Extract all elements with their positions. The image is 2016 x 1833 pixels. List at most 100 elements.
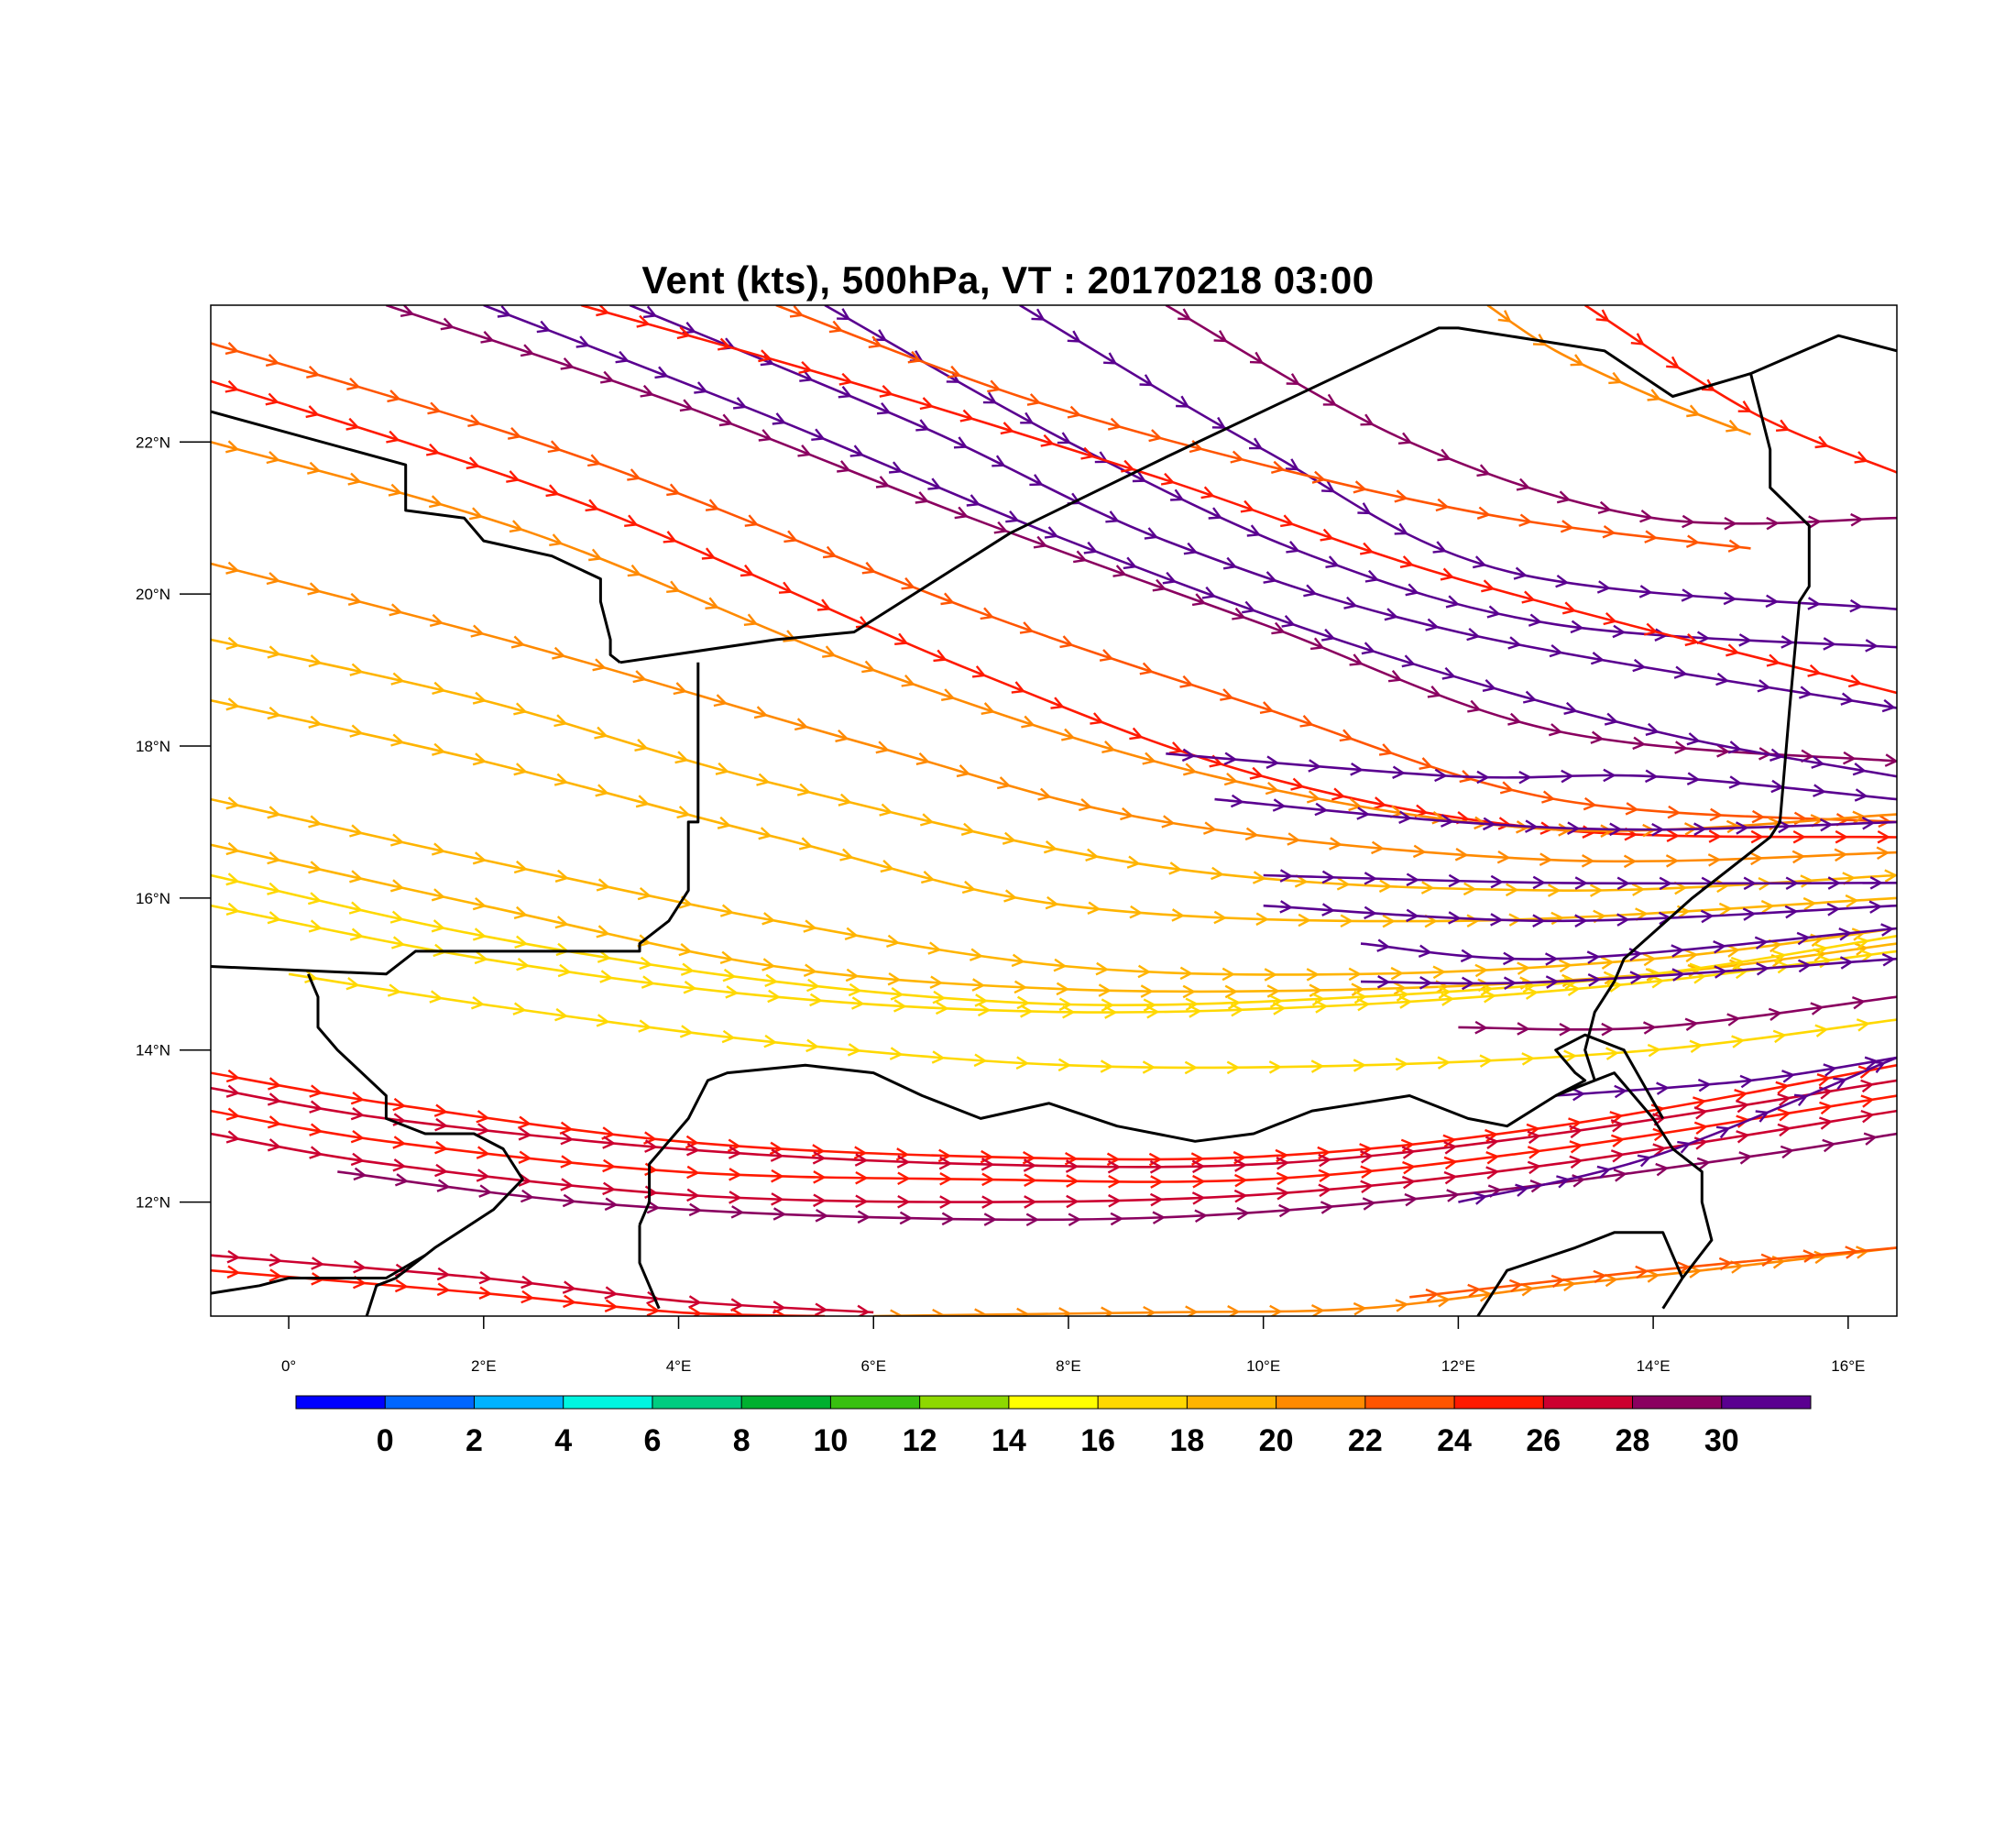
wind-arrowhead xyxy=(1405,583,1419,597)
wind-arrowhead xyxy=(1398,810,1412,824)
wind-arrowhead xyxy=(1856,936,1870,949)
wind-arrowhead xyxy=(554,1007,569,1022)
wind-arrowhead xyxy=(1105,510,1120,523)
wind-arrowhead xyxy=(1053,958,1068,972)
wind-arrowhead xyxy=(1098,983,1112,997)
wind-arrowhead xyxy=(1188,1004,1202,1018)
wind-arrowhead xyxy=(349,663,364,676)
wind-arrowhead xyxy=(1865,639,1879,653)
wind-arrowhead xyxy=(1353,1301,1367,1316)
wind-arrowhead xyxy=(1171,908,1186,922)
wind-arrowhead xyxy=(1149,1160,1164,1174)
wind-arrowhead xyxy=(1686,404,1701,418)
wind-arrowhead xyxy=(1110,1212,1124,1226)
wind-arrowhead xyxy=(1152,578,1167,592)
colorbar-swatch xyxy=(1187,1396,1277,1409)
wind-arrowhead xyxy=(536,320,552,334)
wind-arrowhead xyxy=(1268,1060,1283,1074)
wind-arrowhead xyxy=(268,1253,283,1268)
wind-arrowhead xyxy=(1635,1265,1649,1279)
wind-arrowhead xyxy=(1486,605,1501,619)
wind-arrowhead xyxy=(1772,949,1787,964)
wind-arrowhead xyxy=(1541,790,1556,804)
colorbar-swatch xyxy=(1543,1396,1634,1409)
wind-arrowhead xyxy=(689,1306,703,1316)
wind-arrowhead xyxy=(1137,964,1152,979)
wind-arrowhead xyxy=(429,990,444,1004)
wind-arrowhead xyxy=(666,580,681,593)
wind-arrowhead xyxy=(225,342,240,356)
wind-arrowhead xyxy=(879,384,894,398)
wind-arrowhead xyxy=(563,1294,576,1309)
wind-arrowhead xyxy=(1813,784,1826,797)
wind-arrowhead xyxy=(1601,1022,1615,1037)
wind-arrowhead xyxy=(1321,480,1336,493)
wind-arrowhead xyxy=(1233,1189,1248,1203)
wind-arrowhead xyxy=(1507,712,1522,726)
wind-arrowhead xyxy=(879,803,893,817)
wind-arrowhead xyxy=(1140,984,1155,998)
wind-arrowhead xyxy=(267,911,281,925)
wind-arrowhead xyxy=(901,675,915,687)
wind-arrowhead xyxy=(1474,1020,1488,1035)
wind-arrowhead xyxy=(763,1034,778,1048)
wind-arrowhead xyxy=(1432,541,1447,554)
wind-arrowhead xyxy=(347,472,362,486)
wind-arrowhead xyxy=(987,379,1002,393)
wind-arrowhead xyxy=(1101,1306,1114,1316)
wind-arrowhead xyxy=(1437,1293,1452,1308)
wind-arrowhead xyxy=(1852,763,1867,776)
wind-arrowhead xyxy=(686,1165,700,1180)
wind-arrowhead xyxy=(1877,829,1891,844)
wind-arrowhead xyxy=(1863,1132,1878,1146)
wind-arrowhead xyxy=(1454,847,1469,862)
wind-arrowhead xyxy=(639,956,653,971)
wind-arrowhead xyxy=(1286,373,1300,386)
wind-arrowhead xyxy=(1482,817,1496,831)
wind-arrowhead xyxy=(1671,968,1686,982)
wind-arrowhead xyxy=(1476,464,1491,477)
wind-arrowhead xyxy=(1003,889,1018,903)
wind-arrowhead xyxy=(1448,911,1462,925)
wind-arrowhead xyxy=(1666,356,1681,369)
wind-arrowhead xyxy=(266,572,281,586)
wind-arrowhead xyxy=(557,963,572,978)
wind-arrowhead xyxy=(1864,1056,1879,1070)
wind-arrowhead xyxy=(1525,986,1539,1000)
wind-arrowhead xyxy=(1290,777,1305,791)
wind-arrowhead xyxy=(868,335,882,348)
wind-arrowhead xyxy=(1223,772,1239,786)
wind-arrowhead xyxy=(1202,821,1218,835)
streamline xyxy=(1166,752,1897,801)
wind-arrowhead xyxy=(1318,1169,1332,1183)
wind-arrowhead xyxy=(520,344,535,357)
wind-arrowhead xyxy=(1632,736,1647,751)
wind-arrowhead xyxy=(1357,502,1372,515)
wind-arrowhead xyxy=(1026,393,1042,406)
wind-arrowhead xyxy=(1420,881,1435,895)
wind-arrowhead xyxy=(1121,459,1135,473)
wind-arrowhead xyxy=(1610,1134,1626,1147)
wind-arrowhead xyxy=(1652,1143,1667,1157)
wind-arrowhead xyxy=(981,1158,995,1171)
wind-arrowhead xyxy=(1279,900,1294,914)
wind-arrowhead xyxy=(1270,460,1286,474)
wind-arrowhead xyxy=(1191,1191,1206,1205)
wind-arrowhead xyxy=(1822,1138,1836,1153)
wind-arrowhead xyxy=(517,1115,531,1129)
wind-arrowhead xyxy=(1129,727,1144,741)
wind-arrowhead xyxy=(1479,1054,1494,1068)
wind-arrowhead xyxy=(267,882,281,895)
wind-arrowhead xyxy=(1360,1180,1375,1193)
wind-arrowhead xyxy=(596,878,611,892)
wind-arrowhead xyxy=(1443,1156,1458,1170)
colorbar-swatch xyxy=(830,1396,921,1409)
wind-arrowhead xyxy=(705,499,720,511)
colorbar-label: 18 xyxy=(1169,1423,1204,1458)
wind-arrowhead xyxy=(470,996,485,1010)
wind-arrowhead xyxy=(1308,759,1322,773)
wind-arrowhead xyxy=(701,547,717,560)
wind-arrowhead xyxy=(472,691,488,705)
wind-arrowhead xyxy=(1178,308,1192,321)
wind-arrowhead xyxy=(1024,1173,1037,1187)
